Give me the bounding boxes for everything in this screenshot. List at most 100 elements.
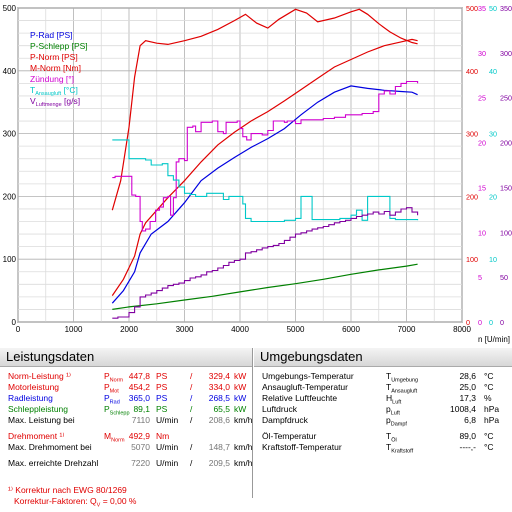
leistung-cell: Max. Drehmoment bei [8,442,92,452]
right-axis-tick-label: 0 [466,318,470,327]
leistung-cell: km/h [234,415,253,425]
right-axis-tick-label: 350 [500,4,512,13]
x-tick-label: 0 [16,325,21,334]
x-axis-label: n [U/min] [478,335,510,344]
right-axis-tick-label: 0 [489,318,493,327]
leistung-cell: kW [234,393,247,403]
leistung-cell: Motorleistung [8,382,60,392]
right-axis-tick-label: 200 [500,139,512,148]
leistung-cell: PRad [104,393,120,406]
umgebung-row: Dampfdruck pDampf 6,8 hPa [254,415,512,428]
x-tick-label: 5000 [287,325,305,334]
right-axis-tick-label: 100 [500,228,512,237]
umgebung-row: Ansaugluft-Temperatur TAnsaugluft 25,0 °C [254,382,512,395]
right-axis-tick-label: 20 [489,192,497,201]
leistung-cell: PS [156,371,168,381]
umgebung-cell: °C [484,431,494,441]
umgebung-row: Relative Luftfeuchte HLuft 17,3% [254,393,512,406]
umgebung-row: Umgebungs-Temperatur TUmgebung 28,6 °C [254,371,512,384]
leistung-row: Max. Leistung bei 7110 U/min / 208,6 km/h [0,415,253,426]
series-line [111,8,418,211]
leistung-cell: Nm [156,431,170,441]
legend-entry: P-Norm [PS] [30,52,78,62]
leistung-cell: 268,5 [208,393,230,403]
umgebung-cell: Ansaugluft-Temperatur [262,382,348,392]
leistung-row: Radleistung PRad 365,0 PS / 268,5 kW [0,393,253,406]
umgebung-cell: TAnsaugluft [386,382,418,395]
umgebung-cell: 89,0 [459,431,476,441]
chart-series [111,8,419,319]
right-axis-tick-label: 0 [500,318,504,327]
leistung-cell: PSchlepp [104,404,130,417]
leistung-cell: 454,2 [128,382,150,392]
leistung-cell: / [190,393,193,403]
umgebung-cell: HLuft [386,393,402,406]
leistung-row: Schleppleistung PSchlepp 89,1 PS / 65,5 kW [0,404,253,417]
right-axis-tick-label: 200 [466,192,478,201]
leistung-cell: 89,1 [133,404,150,414]
legend-entry: P-Rad [PS] [30,30,73,40]
y-tick-label: 400 [3,67,17,76]
leistung-cell: MNorm [104,431,125,444]
leistung-cell: PNorm [104,371,124,384]
umgebungsdaten-title: Umgebungsdaten [254,348,512,367]
legend-entry: VLuftmenge [g/s] [30,96,80,108]
leistung-cell: 365,0 [128,393,150,403]
x-tick-label: 1000 [65,325,83,334]
leistung-cell: 492,9 [128,431,150,441]
right-axis-tick-label: 40 [489,67,497,76]
legend-entry: Zündung [°] [30,74,74,84]
leistung-row: Max. Drehmoment bei 5070 U/min / 148,7 km/h [0,442,253,453]
leistung-cell: / [190,382,193,392]
x-tick-label: 7000 [398,325,416,334]
leistungsdaten-panel: Leistungsdaten Norm-Leistung ¹⁾ PNorm 447,… [0,348,253,509]
leistung-row: Norm-Leistung ¹⁾ PNorm 447,8 PS / 329,4 kW [0,371,253,384]
leistung-cell: 7220 [131,458,150,468]
leistung-cell: / [190,442,193,452]
leistung-cell: PMot [104,382,119,395]
right-axis-tick-label: 35 [478,4,486,13]
y-tick-label: 100 [3,255,17,264]
leistung-cell: 148,7 [208,442,230,452]
umgebung-row: Kraftstoff-Temperatur TKraftstoff ----,- °C [254,442,512,455]
leistung-row: Drehmoment ¹⁾ MNorm 492,9 Nm [0,431,253,444]
leistung-cell: Norm-Leistung ¹⁾ [8,371,72,381]
leistung-cell: 329,4 [208,371,230,381]
umgebung-cell: °C [484,382,494,392]
leistung-cell: Max. erreichte Drehzahl [8,458,99,468]
series-line [112,207,419,319]
right-axis-tick-label: 5 [478,273,482,282]
leistung-cell: Max. Leistung bei [8,415,75,425]
right-axis-tick-label: 50 [500,273,508,282]
leistung-cell: / [190,415,193,425]
leistung-cell: U/min [156,415,179,425]
leistung-cell: kW [234,382,247,392]
right-axis-tick-label: 30 [489,130,497,139]
umgebung-cell: Umgebungs-Temperatur [262,371,354,381]
umgebung-row: Luftdruck pLuft 1008,4 hPa [254,404,512,417]
leistung-cell: 5070 [131,442,150,452]
umgebung-cell: hPa [484,404,500,414]
leistung-cell: PS [156,404,168,414]
umgebung-cell: ----,- [459,442,476,452]
umgebung-cell: Kraftstoff-Temperatur [262,442,342,452]
x-tick-label: 4000 [231,325,249,334]
leistung-cell: km/h [234,458,253,468]
leistung-cell: 209,5 [208,458,230,468]
leistung-cell: kW [234,371,247,381]
series-line [111,38,418,296]
right-axis-tick-label: 150 [500,183,512,192]
leistung-cell: Radleistung [8,393,53,403]
chart-legend: P-Rad [PS]P-Schlepp [PS]P-Norm [PS]M-Nor… [30,30,88,108]
right-axis-tick-label: 250 [500,94,512,103]
umgebung-cell: TUmgebung [386,371,419,384]
x-tick-label: 6000 [342,325,360,334]
legend-entry: TAnsaugluft [°C] [30,85,78,97]
umgebung-cell: pDampf [386,415,407,428]
right-axis-tick-label: 300 [466,130,478,139]
leistung-cell: U/min [156,458,179,468]
umgebungsdaten-panel: Umgebungsdaten Umgebungs-Temperatur TUmge… [254,348,512,498]
leistung-cell: / [190,371,193,381]
